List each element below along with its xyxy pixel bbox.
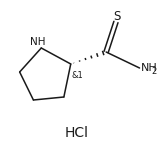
Text: HCl: HCl xyxy=(65,126,89,140)
Text: 2: 2 xyxy=(151,66,156,75)
Text: NH: NH xyxy=(141,63,157,73)
Text: S: S xyxy=(113,11,121,24)
Text: NH: NH xyxy=(30,37,45,47)
Text: &1: &1 xyxy=(72,72,84,81)
